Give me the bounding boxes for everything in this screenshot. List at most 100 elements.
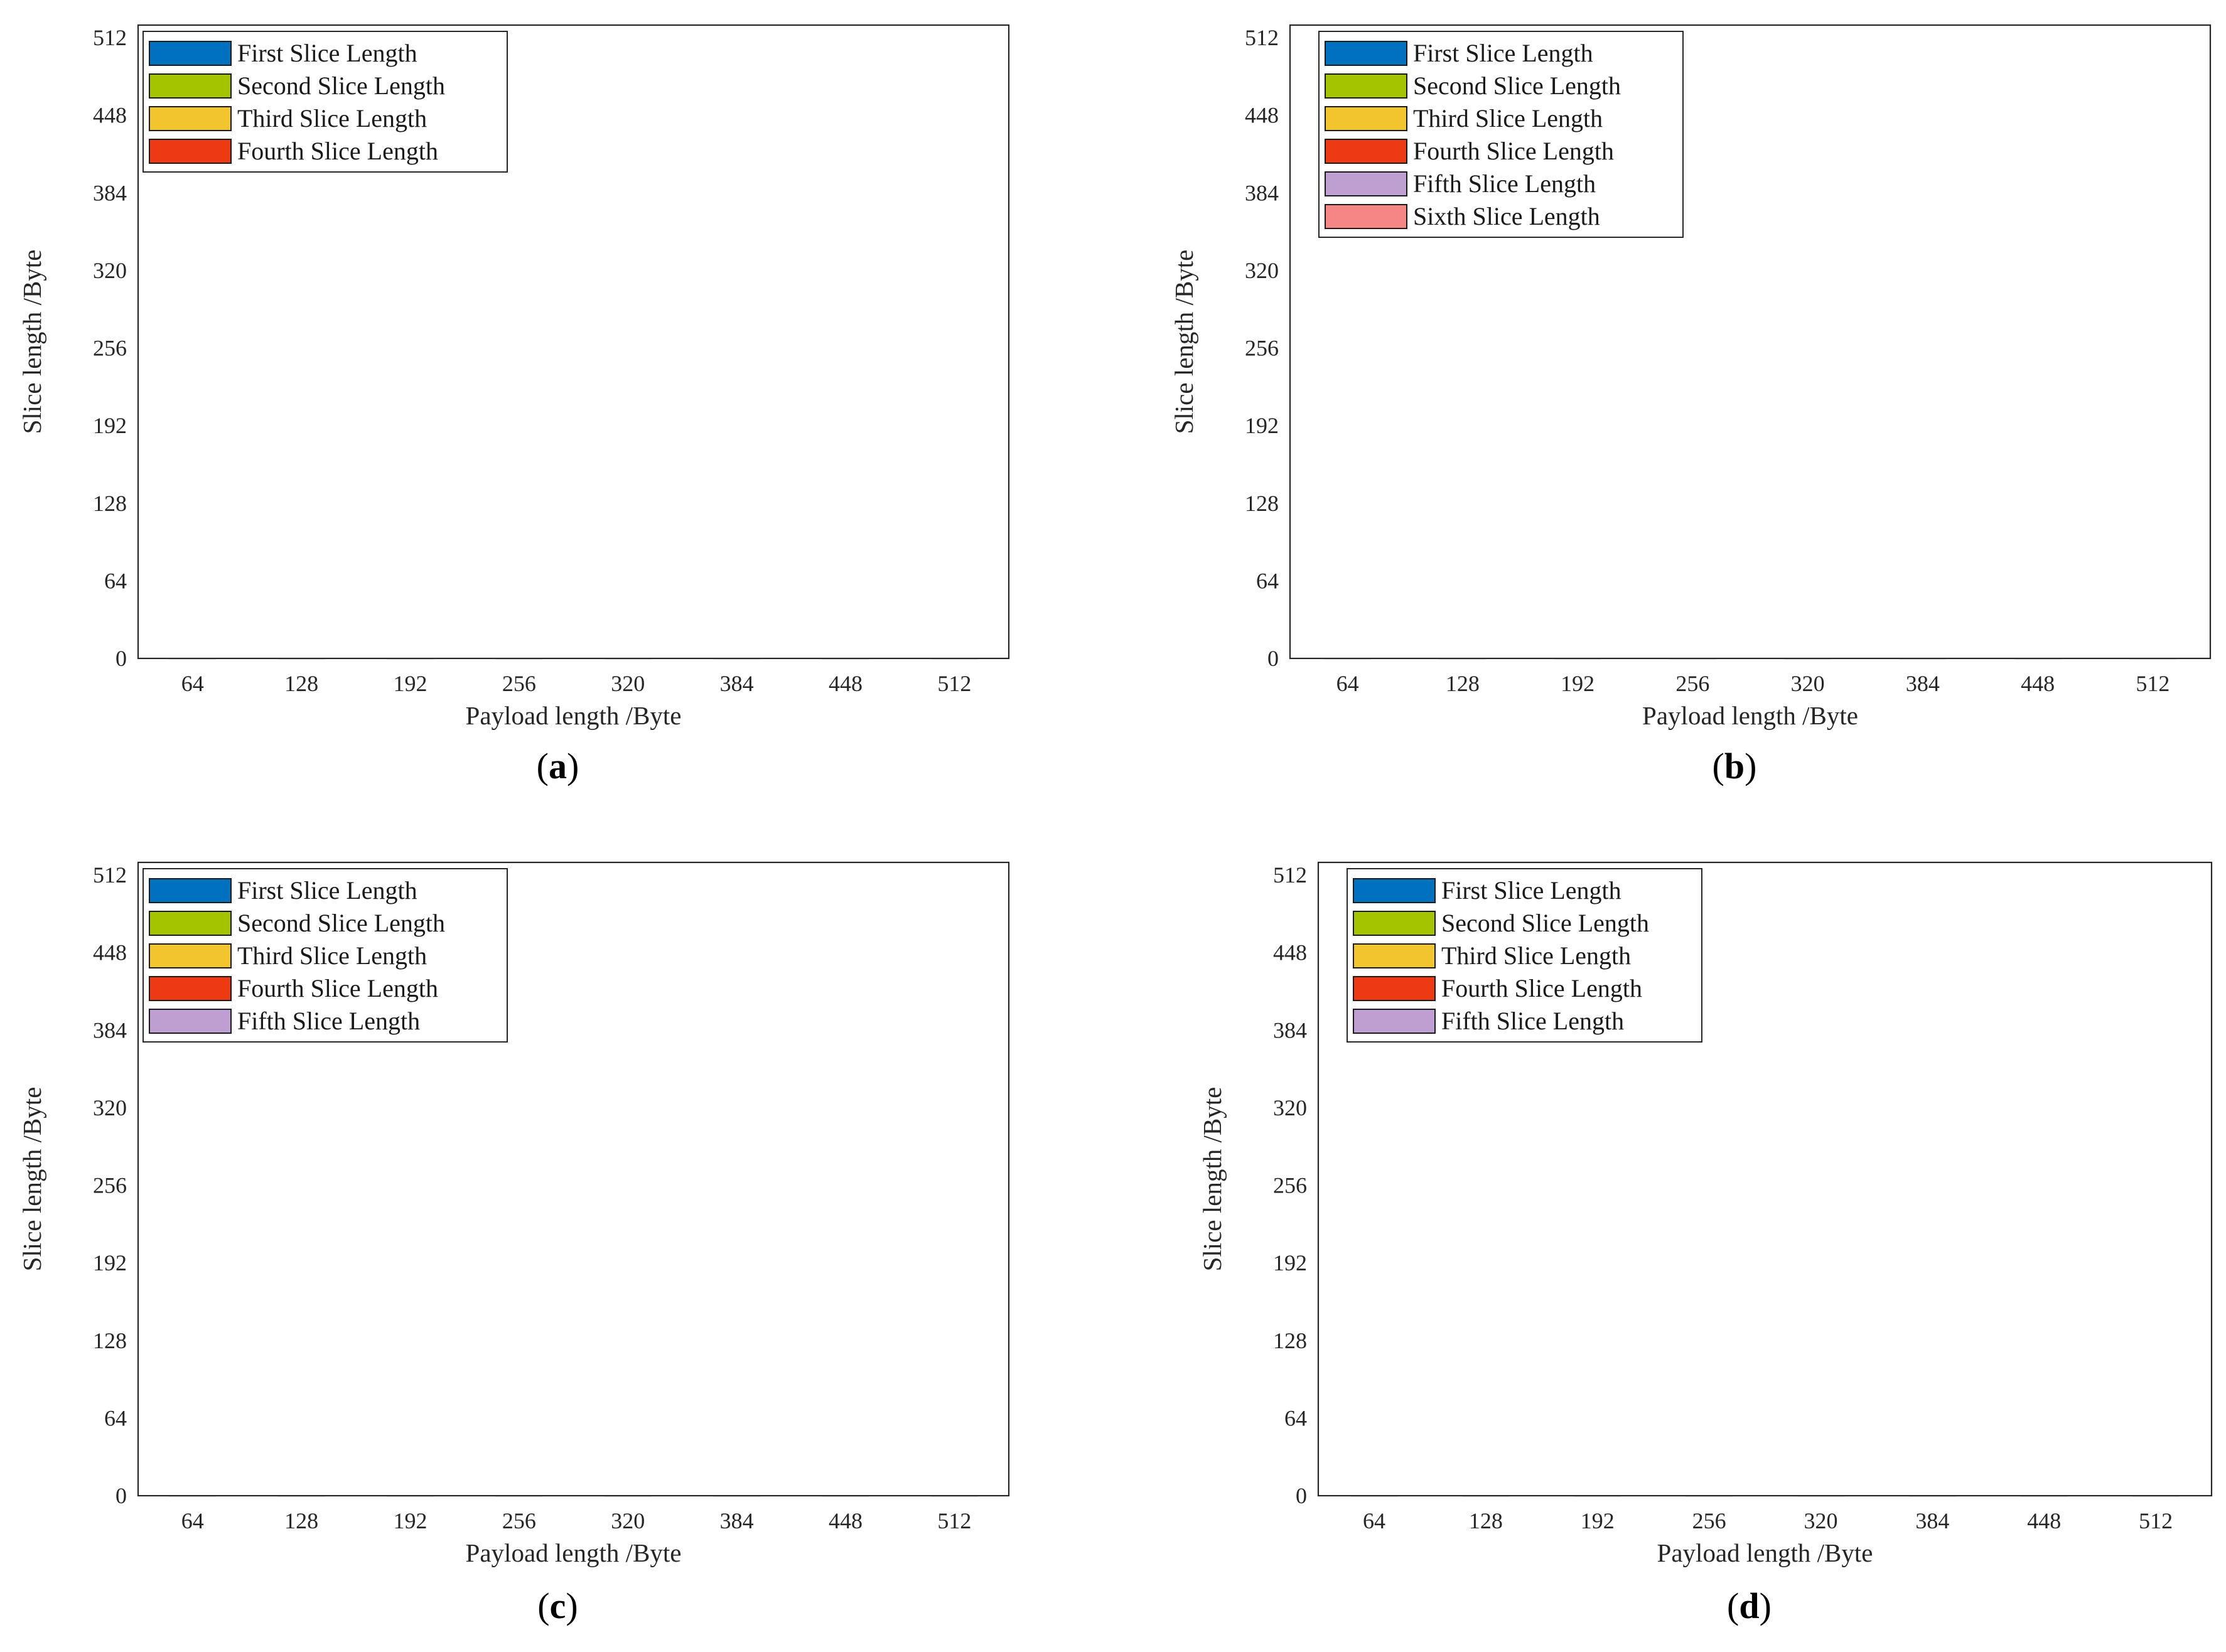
y-axis-label: Slice length /Byte	[1198, 1087, 1227, 1272]
legend-entry-label: Sixth Slice Length	[1413, 202, 1600, 230]
legend-swatch	[1353, 976, 1436, 1001]
legend-entry-label: First Slice Length	[1413, 39, 1593, 67]
legend-swatch	[149, 976, 232, 1001]
legend-entry-label: Fifth Slice Length	[1441, 1007, 1624, 1035]
x-tick-label: 64	[181, 1508, 204, 1533]
x-axis-label: Payload length /Byte	[466, 701, 682, 730]
x-tick-label: 320	[1791, 671, 1825, 696]
y-tick-label: 0	[116, 1483, 127, 1508]
x-axis-label: Payload length /Byte	[466, 1538, 682, 1567]
x-tick-label: 448	[829, 1508, 863, 1533]
legend-swatch	[149, 73, 232, 99]
y-tick-label: 448	[1245, 103, 1279, 128]
y-axis-label: Slice length /Byte	[18, 1087, 46, 1272]
panel-caption: (a)	[537, 746, 579, 786]
x-tick-label: 128	[284, 1508, 318, 1533]
legend-swatch	[149, 139, 232, 164]
legend-swatch	[149, 943, 232, 968]
x-tick-label: 128	[1469, 1508, 1503, 1533]
y-tick-label: 512	[93, 862, 127, 888]
x-tick-label: 64	[1363, 1508, 1385, 1533]
y-tick-label: 320	[93, 1095, 127, 1120]
x-tick-label: 384	[720, 671, 754, 696]
y-tick-label: 448	[93, 103, 127, 128]
y-tick-label: 384	[1245, 180, 1279, 205]
y-tick-label: 512	[1245, 25, 1279, 50]
legend: First Slice Length Second Slice Length Thi…	[1347, 868, 1702, 1043]
x-tick-label: 192	[393, 671, 427, 696]
x-tick-label: 448	[2027, 1508, 2061, 1533]
y-tick-label: 64	[1256, 568, 1279, 593]
y-tick-label: 64	[1284, 1405, 1307, 1430]
legend-swatch	[1325, 73, 1407, 99]
x-tick-label: 128	[284, 671, 318, 696]
panel-caption: (b)	[1713, 746, 1757, 786]
chart-panel-d: 0 64 128 192 256 320 384 448 512 64 128 192 256 320 38…	[1198, 861, 2213, 1626]
legend-entry-label: First Slice Length	[237, 39, 417, 67]
y-tick-label: 384	[93, 1017, 127, 1043]
legend-entry-label: Fourth Slice Length	[237, 137, 438, 165]
legend-swatch	[1325, 139, 1407, 164]
legend-entry-label: First Slice Length	[1441, 876, 1621, 904]
x-tick-label: 512	[2139, 1508, 2173, 1533]
y-tick-label: 192	[1273, 1250, 1307, 1275]
chart-panel-c: 0 64 128 192 256 320 384 448 512 64 128 192 256 320 38…	[18, 861, 1010, 1626]
legend-entry-label: Second Slice Length	[237, 909, 445, 937]
legend-entry-label: Second Slice Length	[1413, 72, 1621, 100]
x-axis-label: Payload length /Byte	[1642, 701, 1858, 730]
x-tick-label: 320	[611, 1508, 645, 1533]
y-tick-label: 320	[1245, 258, 1279, 283]
y-tick-label: 128	[1273, 1328, 1307, 1353]
legend-entry-label: Fifth Slice Length	[237, 1007, 420, 1035]
y-tick-label: 512	[93, 25, 127, 50]
y-tick-label: 256	[93, 1173, 127, 1198]
legend-entry-label: Third Slice Length	[1413, 104, 1603, 132]
legend-swatch	[1353, 878, 1436, 903]
x-tick-label: 192	[1581, 1508, 1615, 1533]
y-tick-label: 128	[93, 1328, 127, 1353]
y-tick-label: 128	[93, 491, 127, 516]
y-tick-label: 192	[1245, 413, 1279, 438]
x-tick-label: 384	[1906, 671, 1940, 696]
legend-entry-label: Third Slice Length	[237, 941, 427, 970]
legend-swatch	[1325, 204, 1407, 229]
x-tick-label: 256	[502, 671, 536, 696]
legend-entry-label: Fifth Slice Length	[1413, 169, 1596, 198]
x-tick-label: 256	[1675, 671, 1709, 696]
legend-swatch	[149, 878, 232, 903]
y-tick-label: 256	[1245, 336, 1279, 361]
legend: First Slice Length Second Slice Length Thi…	[142, 31, 508, 173]
y-tick-label: 0	[1267, 646, 1279, 671]
x-tick-label: 512	[937, 671, 971, 696]
legend-entry-label: Third Slice Length	[1441, 941, 1631, 970]
legend-swatch	[149, 911, 232, 936]
legend-entry-label: Fourth Slice Length	[1413, 137, 1614, 165]
y-tick-label: 448	[1273, 940, 1307, 965]
y-tick-label: 320	[1273, 1095, 1307, 1120]
x-tick-label: 256	[1692, 1508, 1726, 1533]
legend-swatch	[1325, 41, 1407, 66]
legend-entry-label: Second Slice Length	[237, 72, 445, 100]
x-tick-label: 192	[1561, 671, 1594, 696]
y-tick-label: 192	[93, 413, 127, 438]
panel-caption: (c)	[537, 1585, 578, 1626]
legend-swatch	[1325, 171, 1407, 196]
x-tick-label: 448	[2021, 671, 2055, 696]
x-tick-label: 320	[611, 671, 645, 696]
x-tick-label: 512	[2136, 671, 2170, 696]
y-tick-label: 256	[1273, 1173, 1307, 1198]
x-axis-label: Payload length /Byte	[1657, 1538, 1873, 1567]
x-tick-label: 448	[829, 671, 863, 696]
y-axis-label: Slice length /Byte	[1169, 250, 1198, 434]
x-tick-label: 64	[181, 671, 204, 696]
y-tick-label: 512	[1273, 862, 1307, 888]
x-tick-label: 384	[1915, 1508, 1949, 1533]
legend-swatch	[1325, 106, 1407, 131]
legend-swatch	[149, 106, 232, 131]
y-tick-label: 384	[93, 180, 127, 205]
x-tick-label: 320	[1804, 1508, 1837, 1533]
legend-swatch	[1353, 943, 1436, 968]
chart-panel-a: 0 64 128 192 256 320 384 448 512 64 128 192 256 320 38…	[18, 24, 1010, 786]
x-tick-label: 128	[1446, 671, 1480, 696]
chart-panel-b: 0 64 128 192 256 320 384 448 512 64 128 192 256 320 38…	[1169, 24, 2212, 786]
